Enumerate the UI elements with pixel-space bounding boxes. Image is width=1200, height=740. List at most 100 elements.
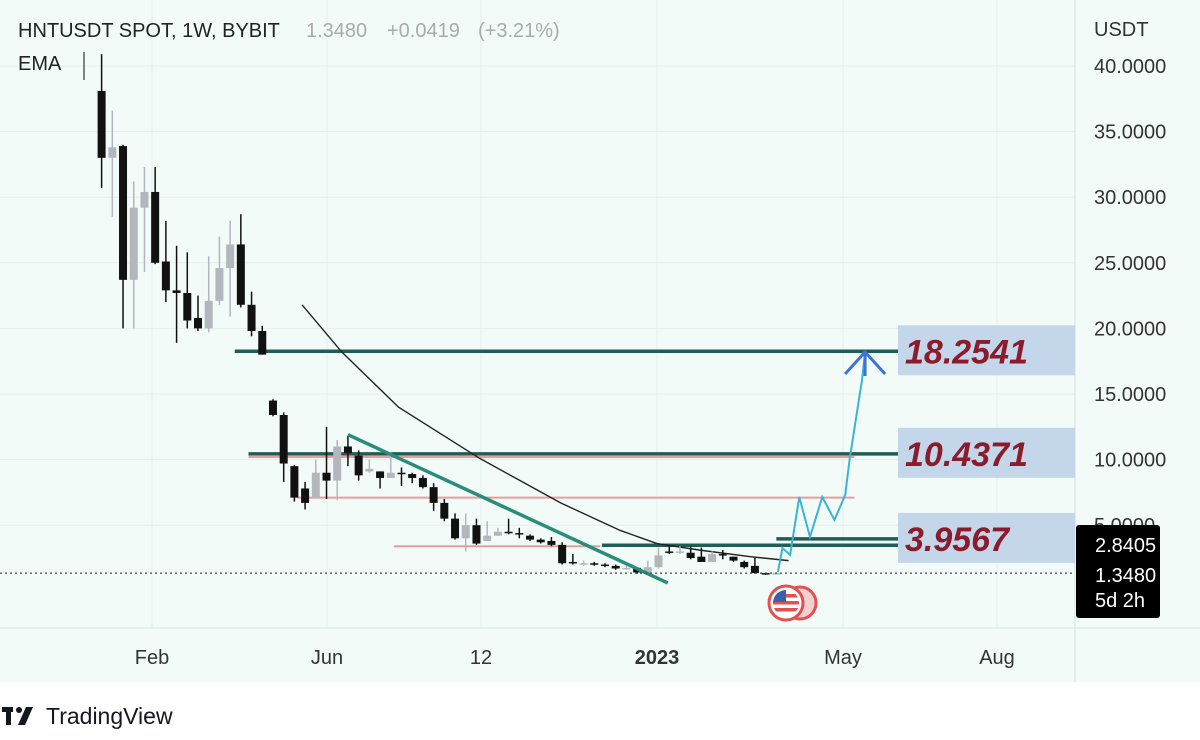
candle xyxy=(665,546,674,555)
candle xyxy=(258,325,267,355)
candle-body xyxy=(772,573,781,575)
indicator-ema-label[interactable]: EMA xyxy=(18,53,62,75)
candle xyxy=(311,459,320,498)
candle xyxy=(290,464,299,502)
candle-body xyxy=(568,561,577,564)
candle-body xyxy=(151,191,160,263)
candle xyxy=(279,412,288,482)
time-tick: Aug xyxy=(979,647,1015,669)
candle-body xyxy=(343,446,352,454)
candle xyxy=(376,471,385,489)
price-tick: 25.0000 xyxy=(1094,253,1166,275)
candle-body xyxy=(290,466,299,498)
candle xyxy=(493,527,502,536)
candle xyxy=(483,521,492,541)
candle-body xyxy=(718,554,727,556)
level-label-box xyxy=(898,325,1075,376)
level-lines[interactable] xyxy=(234,349,898,547)
candle-body xyxy=(97,90,106,158)
candle-body xyxy=(600,564,609,567)
candle xyxy=(322,426,331,499)
candle xyxy=(740,560,749,569)
price-tick: 40.0000 xyxy=(1094,56,1166,78)
symbol-title: HNTUSDT SPOT, 1W, BYBIT xyxy=(18,20,280,42)
candle-body xyxy=(204,300,213,329)
candle-body xyxy=(268,400,277,415)
candle xyxy=(643,560,652,574)
candle xyxy=(172,245,181,343)
projection-path[interactable] xyxy=(776,351,867,573)
time-tick: Feb xyxy=(135,647,169,669)
price-tick: 10.0000 xyxy=(1094,450,1166,472)
price-tick: 20.0000 xyxy=(1094,318,1166,340)
candle xyxy=(97,54,106,189)
candle xyxy=(183,252,192,329)
candle xyxy=(558,542,567,565)
candle-body xyxy=(686,552,695,558)
candle xyxy=(600,563,609,568)
candle xyxy=(408,472,417,484)
price-axis-unit: USDT xyxy=(1094,19,1148,41)
candle-body xyxy=(236,244,245,305)
time-axis[interactable]: Feb Jun 12 2023 May Aug xyxy=(135,647,1015,669)
candle-body xyxy=(504,531,513,534)
candle-body xyxy=(750,565,759,574)
candle-body xyxy=(429,487,438,503)
candle xyxy=(161,220,170,303)
last-price: 1.3480 xyxy=(306,20,367,42)
candle-body xyxy=(697,556,706,562)
candle xyxy=(151,167,160,265)
candle-body xyxy=(654,555,663,568)
candle-body xyxy=(161,261,170,291)
candle-body xyxy=(611,565,620,569)
level-label: 18.2541 xyxy=(905,333,1028,371)
price-tick: 35.0000 xyxy=(1094,122,1166,144)
price-axis[interactable]: 40.0000 35.0000 30.0000 25.0000 20.0000 15.00… xyxy=(1094,56,1166,537)
candle-body xyxy=(665,551,674,553)
time-tick: 12 xyxy=(470,647,492,669)
candle xyxy=(568,554,577,565)
candle xyxy=(236,214,245,308)
candle xyxy=(611,564,620,570)
candle xyxy=(654,547,663,569)
candle-body xyxy=(643,567,652,573)
candle-body xyxy=(547,540,556,545)
candle-body xyxy=(408,474,417,478)
price-change-pct: (+3.21%) xyxy=(478,20,560,42)
candle xyxy=(301,481,310,510)
candle xyxy=(708,551,717,562)
candle xyxy=(204,256,213,333)
trendline[interactable] xyxy=(347,433,669,585)
candle-body xyxy=(376,471,385,478)
candle xyxy=(429,483,438,511)
candle xyxy=(440,498,449,522)
candle xyxy=(461,513,470,552)
candle xyxy=(504,518,513,535)
candle xyxy=(515,527,524,539)
candle-body xyxy=(461,525,470,539)
candle xyxy=(472,518,481,545)
candle-body xyxy=(440,502,449,519)
candle-body xyxy=(311,472,320,498)
candle-body xyxy=(472,525,481,544)
level-label: 3.9567 xyxy=(905,521,1011,559)
candle-body xyxy=(558,544,567,564)
badge-value-2: 1.3480 xyxy=(1095,565,1156,587)
candle-body xyxy=(333,446,342,481)
candle xyxy=(194,295,202,332)
candle xyxy=(397,467,406,486)
candle xyxy=(590,561,599,566)
candle-body xyxy=(451,518,460,539)
level-labels: 18.2541 10.4371 3.9567 xyxy=(898,325,1075,563)
candle xyxy=(536,538,545,544)
candle xyxy=(697,547,706,562)
candle-body xyxy=(708,554,717,562)
candle-body xyxy=(215,268,224,301)
tradingview-logo[interactable]: TradingView xyxy=(2,703,173,729)
candle xyxy=(526,534,535,541)
flag-icon[interactable] xyxy=(767,584,818,622)
candle xyxy=(247,291,256,337)
candle xyxy=(333,439,342,501)
level-label-box xyxy=(898,427,1075,478)
